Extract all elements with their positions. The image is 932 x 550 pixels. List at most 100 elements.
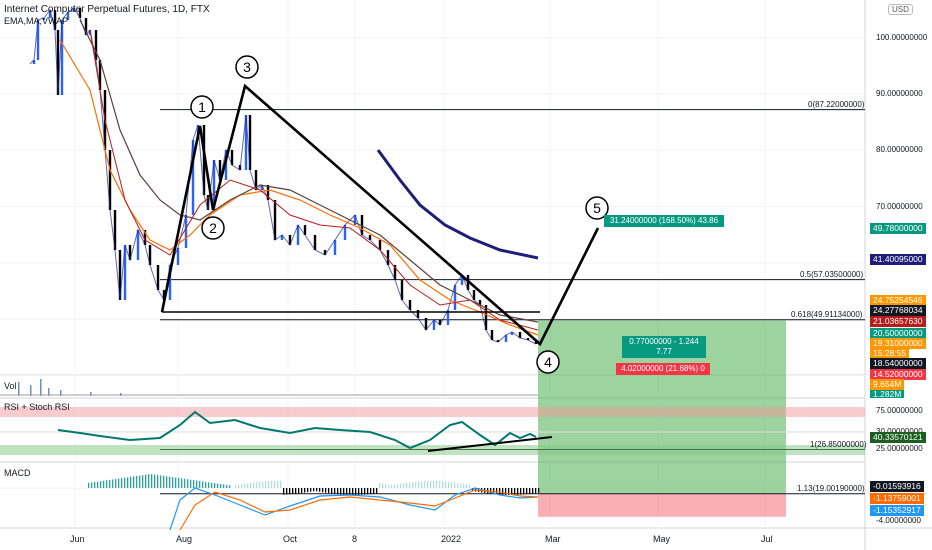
macd-histogram-bar [376, 488, 378, 494]
macd-histogram-bar [346, 488, 348, 495]
wave-label-circle [585, 196, 609, 220]
candle [303, 225, 307, 235]
candle [453, 285, 457, 310]
candle [360, 215, 364, 235]
macd-histogram-bar [265, 481, 267, 488]
candle [368, 235, 372, 240]
macd-histogram-bar [355, 488, 357, 495]
price-tag: 49.78000000 [870, 223, 926, 234]
macd-histogram-bar [337, 488, 339, 495]
macd-histogram-bar [184, 478, 186, 488]
candle [288, 235, 292, 245]
price-tick-label: 100.00000000 [876, 32, 928, 42]
macd-histogram-bar [277, 481, 279, 488]
entry-label: 0.77000000 - 1.244 7.77 [622, 336, 706, 358]
price-tag: 24.75254545 [870, 295, 926, 306]
macd-histogram-bar [520, 488, 522, 495]
candle [206, 195, 210, 210]
candle [48, 10, 52, 18]
macd-histogram-bar [241, 484, 243, 488]
macd-histogram-bar [427, 481, 429, 488]
volume-tag: 1.282M [870, 390, 905, 398]
macd-histogram-bar [250, 482, 252, 488]
macd-histogram-bar [316, 488, 318, 492]
candle [504, 335, 508, 342]
fib-level-label: 0(87.22000000) [808, 99, 865, 109]
macd-histogram-bar [349, 488, 351, 495]
vwap-line [376, 149, 539, 260]
volume-bar [40, 379, 42, 396]
candle [162, 290, 166, 300]
macd-histogram-bar [331, 488, 333, 494]
candle [378, 240, 382, 250]
macd-histogram-bar [433, 481, 435, 488]
macd-histogram-bar [211, 482, 213, 488]
macd-histogram-bar [352, 488, 354, 495]
time-axis-label: Mar [545, 534, 561, 544]
indicator-list[interactable]: EMA,MA,VWAP [4, 16, 69, 26]
macd-histogram-bar [97, 481, 99, 488]
macd-histogram-bar [229, 485, 231, 488]
wave-label-5: 5 [593, 200, 601, 216]
chart-title: Internet Computer Perpetual Futures, 1D,… [4, 4, 210, 15]
fib-level-label: 1.13(19.00190000) [797, 483, 865, 493]
wave-label-4: 4 [544, 354, 552, 370]
wave-label-2: 2 [209, 220, 217, 236]
macd-histogram-bar [532, 488, 534, 494]
macd-histogram-bar [430, 481, 432, 488]
macd-histogram-bar [133, 476, 135, 488]
macd-histogram-bar [115, 479, 117, 488]
macd-histogram-bar [166, 476, 168, 488]
volume-bar [60, 390, 62, 396]
macd-histogram-bar [274, 481, 276, 488]
candle [176, 248, 180, 265]
macd-histogram-bar [325, 488, 327, 493]
target-label: 31.24000000 (168.50%) 43.86 [604, 215, 724, 227]
candle [343, 225, 347, 240]
currency-button[interactable]: USD [888, 4, 913, 15]
macd-histogram-bar [469, 484, 471, 488]
macd-histogram-bar [253, 482, 255, 488]
macd-histogram-bar [247, 483, 249, 488]
candle [400, 280, 404, 300]
macd-histogram-bar [400, 483, 402, 488]
candle [123, 245, 127, 300]
candle [490, 330, 494, 340]
candle [416, 310, 420, 318]
macd-histogram-bar [235, 484, 237, 488]
candle [66, 12, 70, 20]
macd-histogram-bar [214, 483, 216, 488]
price-tag: 24.27768034 [870, 305, 926, 316]
candle [478, 300, 482, 305]
macd-histogram-bar [145, 474, 147, 488]
price-tag: 21.03657630 [870, 316, 926, 327]
macd-histogram-bar [205, 481, 207, 488]
rsi-pane-title: RSI + Stoch RSI [4, 402, 70, 412]
macd-histogram-bar [499, 488, 501, 495]
macd-histogram-bar [397, 484, 399, 488]
rsi-overbought-band [0, 407, 865, 417]
macd-histogram-bar [448, 481, 450, 488]
macd-histogram-bar [118, 478, 120, 488]
candle [296, 225, 300, 245]
candle [118, 250, 122, 300]
price-tick-label: 30.00000000 [876, 427, 923, 436]
rsi-divergence-line [427, 436, 553, 452]
macd-histogram-bar [109, 479, 111, 488]
candle [408, 300, 412, 310]
candle [230, 150, 234, 165]
wave-label-3: 3 [243, 59, 251, 75]
macd-histogram-bar [136, 476, 138, 488]
candle [526, 338, 530, 340]
candle [224, 150, 228, 180]
wave-label-circle [190, 95, 214, 119]
time-axis-label: Aug [176, 534, 193, 544]
macd-histogram-bar [196, 480, 198, 488]
macd-histogram-bar [157, 475, 159, 488]
fib-level-label: 0.5(57.03500000) [800, 269, 864, 279]
macd-histogram-bar [514, 488, 516, 495]
macd-histogram-bar [367, 488, 369, 495]
macd-histogram-bar [406, 482, 408, 488]
price-tag: 15:28:55 [870, 348, 910, 359]
